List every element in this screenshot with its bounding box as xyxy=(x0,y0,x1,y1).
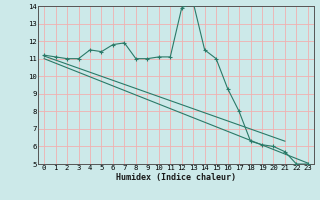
X-axis label: Humidex (Indice chaleur): Humidex (Indice chaleur) xyxy=(116,173,236,182)
